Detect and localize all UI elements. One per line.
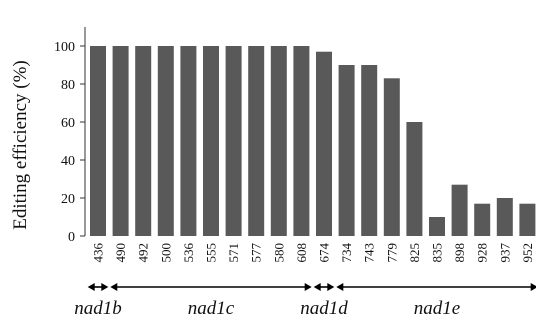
y-tick-label: 0 — [68, 230, 75, 245]
x-tick-label: 536 — [181, 243, 196, 263]
arrow-head — [110, 283, 118, 291]
bar — [248, 46, 265, 236]
region-annotations: nad1b nad1c nad1d nad1e — [74, 283, 536, 319]
region-label: nad1d — [300, 298, 348, 319]
x-tick-label: 500 — [158, 243, 173, 263]
bar — [451, 184, 468, 236]
arrow-head — [304, 283, 312, 291]
arrow-head — [530, 283, 536, 291]
bar — [338, 65, 355, 236]
x-tick-label: 835 — [430, 243, 445, 263]
x-tick-label: 571 — [226, 243, 241, 263]
y-axis: 0 20 40 60 80 100 — [54, 27, 86, 245]
x-tick-label: 492 — [136, 243, 151, 263]
bar — [383, 78, 400, 236]
y-tick-label: 40 — [61, 154, 75, 169]
x-tick-label: 674 — [317, 243, 332, 263]
arrow-head — [87, 283, 95, 291]
region-label: nad1b — [74, 298, 122, 319]
x-tick-label: 436 — [91, 243, 106, 263]
x-tick-label: 555 — [204, 243, 219, 263]
x-tick-label: 580 — [271, 243, 286, 263]
arrow-head — [101, 283, 109, 291]
y-tick-label: 100 — [54, 40, 75, 55]
arrow-head — [313, 283, 321, 291]
bar — [90, 46, 106, 236]
region-label: nad1c — [188, 298, 235, 319]
y-axis-title: Editing efficiency (%) — [10, 60, 31, 230]
x-tick-label: 898 — [452, 243, 467, 263]
y-tick-label: 20 — [61, 192, 75, 207]
y-tick-label: 80 — [61, 78, 75, 93]
x-tick-label: 937 — [497, 243, 512, 263]
x-tick-label: 490 — [113, 243, 128, 263]
region-label: nad1e — [414, 298, 460, 319]
bars — [90, 46, 536, 237]
bar — [429, 217, 445, 236]
arrow-head — [327, 283, 335, 291]
bar — [496, 198, 513, 236]
bar — [203, 46, 219, 236]
bar — [361, 65, 378, 236]
x-tick-label: 743 — [362, 243, 377, 263]
bar — [474, 203, 491, 236]
arrow-head — [336, 283, 344, 291]
bar — [270, 46, 287, 236]
x-tick-label: 577 — [249, 243, 264, 263]
x-tick-label: 928 — [475, 243, 490, 263]
bar — [135, 46, 152, 236]
x-tick-label: 734 — [339, 243, 354, 263]
bar — [519, 203, 536, 236]
bar — [316, 51, 332, 237]
bar — [112, 46, 129, 236]
y-tick-label: 60 — [61, 116, 75, 131]
x-axis-tick-labels: 436 490 492 500 536 555 571 577 580 608 674 734 743 7… — [91, 243, 535, 263]
x-tick-label: 608 — [294, 243, 309, 263]
bar — [406, 122, 423, 236]
x-tick-label: 952 — [520, 243, 535, 263]
bar — [180, 46, 197, 236]
bar — [157, 46, 174, 236]
x-tick-label: 779 — [384, 243, 399, 263]
bar — [293, 46, 310, 236]
bar — [225, 46, 242, 236]
x-tick-label: 825 — [407, 243, 422, 263]
